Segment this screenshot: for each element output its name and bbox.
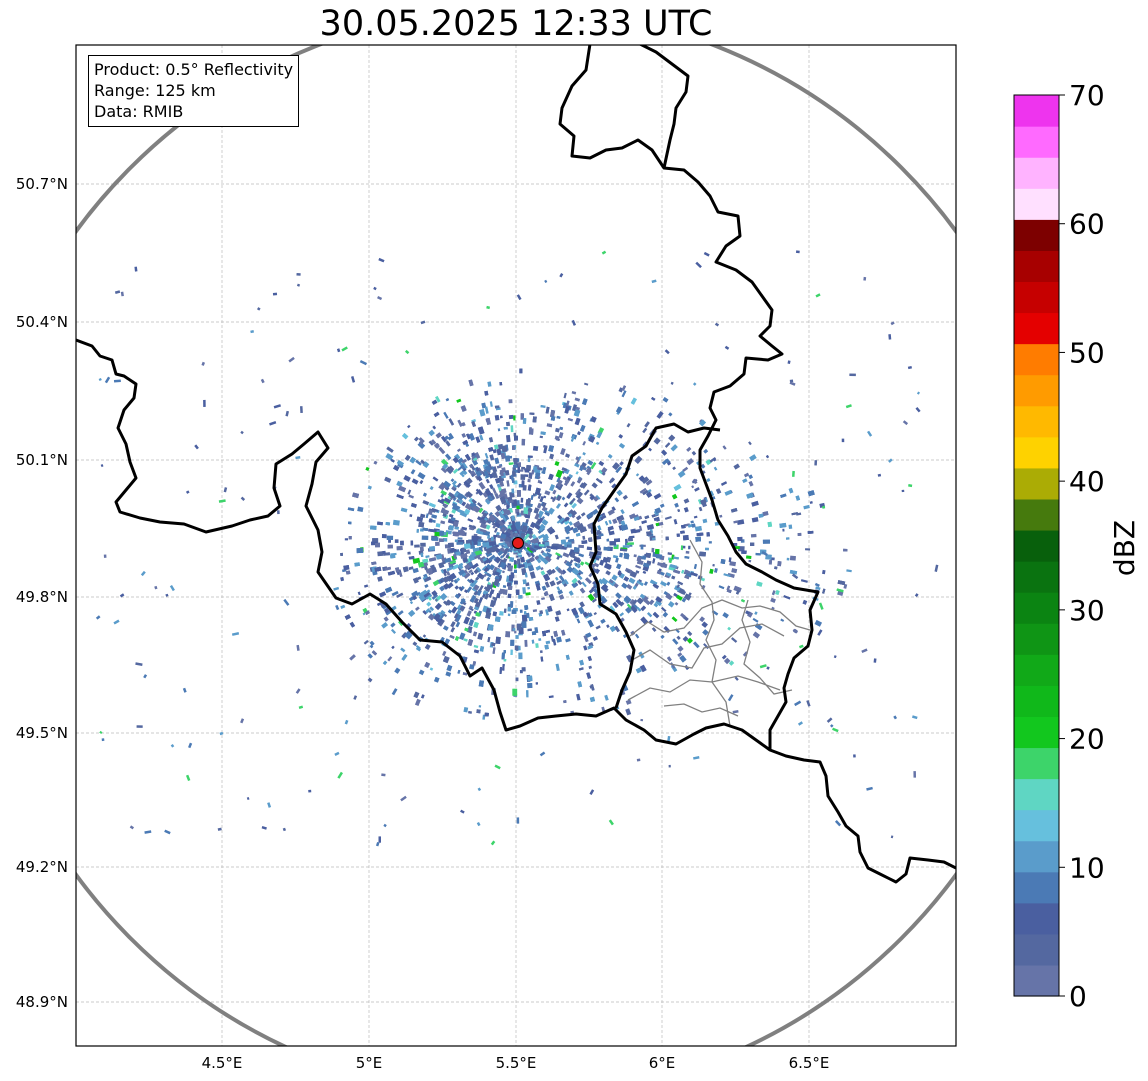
lon-tick-label: 6°E (649, 1054, 676, 1072)
lon-tick-label: 4.5°E (202, 1054, 243, 1072)
lat-tick-label: 48.9°N (16, 993, 68, 1011)
map-frame (75, 44, 957, 1047)
lat-tick-label: 50.1°N (16, 451, 68, 469)
reflectivity-echoes (95, 250, 939, 847)
country-borders (76, 338, 771, 752)
lon-tick-label: 6.5°E (789, 1054, 830, 1072)
canton-boundaries (627, 539, 811, 727)
info-range: Range: 125 km (94, 81, 216, 100)
map-title: 30.05.2025 12:33 UTC (319, 4, 713, 44)
german-border-north (639, 45, 690, 169)
info-data-source: Data: RMIB (94, 102, 184, 121)
lon-tick-label: 5°E (356, 1054, 383, 1072)
lat-tick-label: 49.5°N (16, 724, 68, 742)
lon-tick-label: 5.5°E (496, 1054, 537, 1072)
lat-tick-label: 50.7°N (16, 175, 68, 193)
lat-tick-label: 49.2°N (16, 858, 68, 876)
info-box: Product: 0.5° Reflectivity Range: 125 km… (88, 55, 300, 127)
luxembourg-border (588, 422, 721, 709)
axis-tick-labels: 4.5°E 5°E 5.5°E 6°E 6.5°E 50.7°N 50.4°N 50.1°N 4… (16, 175, 830, 1072)
country-borders-east (558, 45, 956, 884)
lat-tick-label: 50.4°N (16, 313, 68, 331)
lat-tick-label: 49.8°N (16, 588, 68, 606)
radar-site-marker[interactable] (512, 537, 524, 549)
info-product: Product: 0.5° Reflectivity (94, 60, 294, 79)
